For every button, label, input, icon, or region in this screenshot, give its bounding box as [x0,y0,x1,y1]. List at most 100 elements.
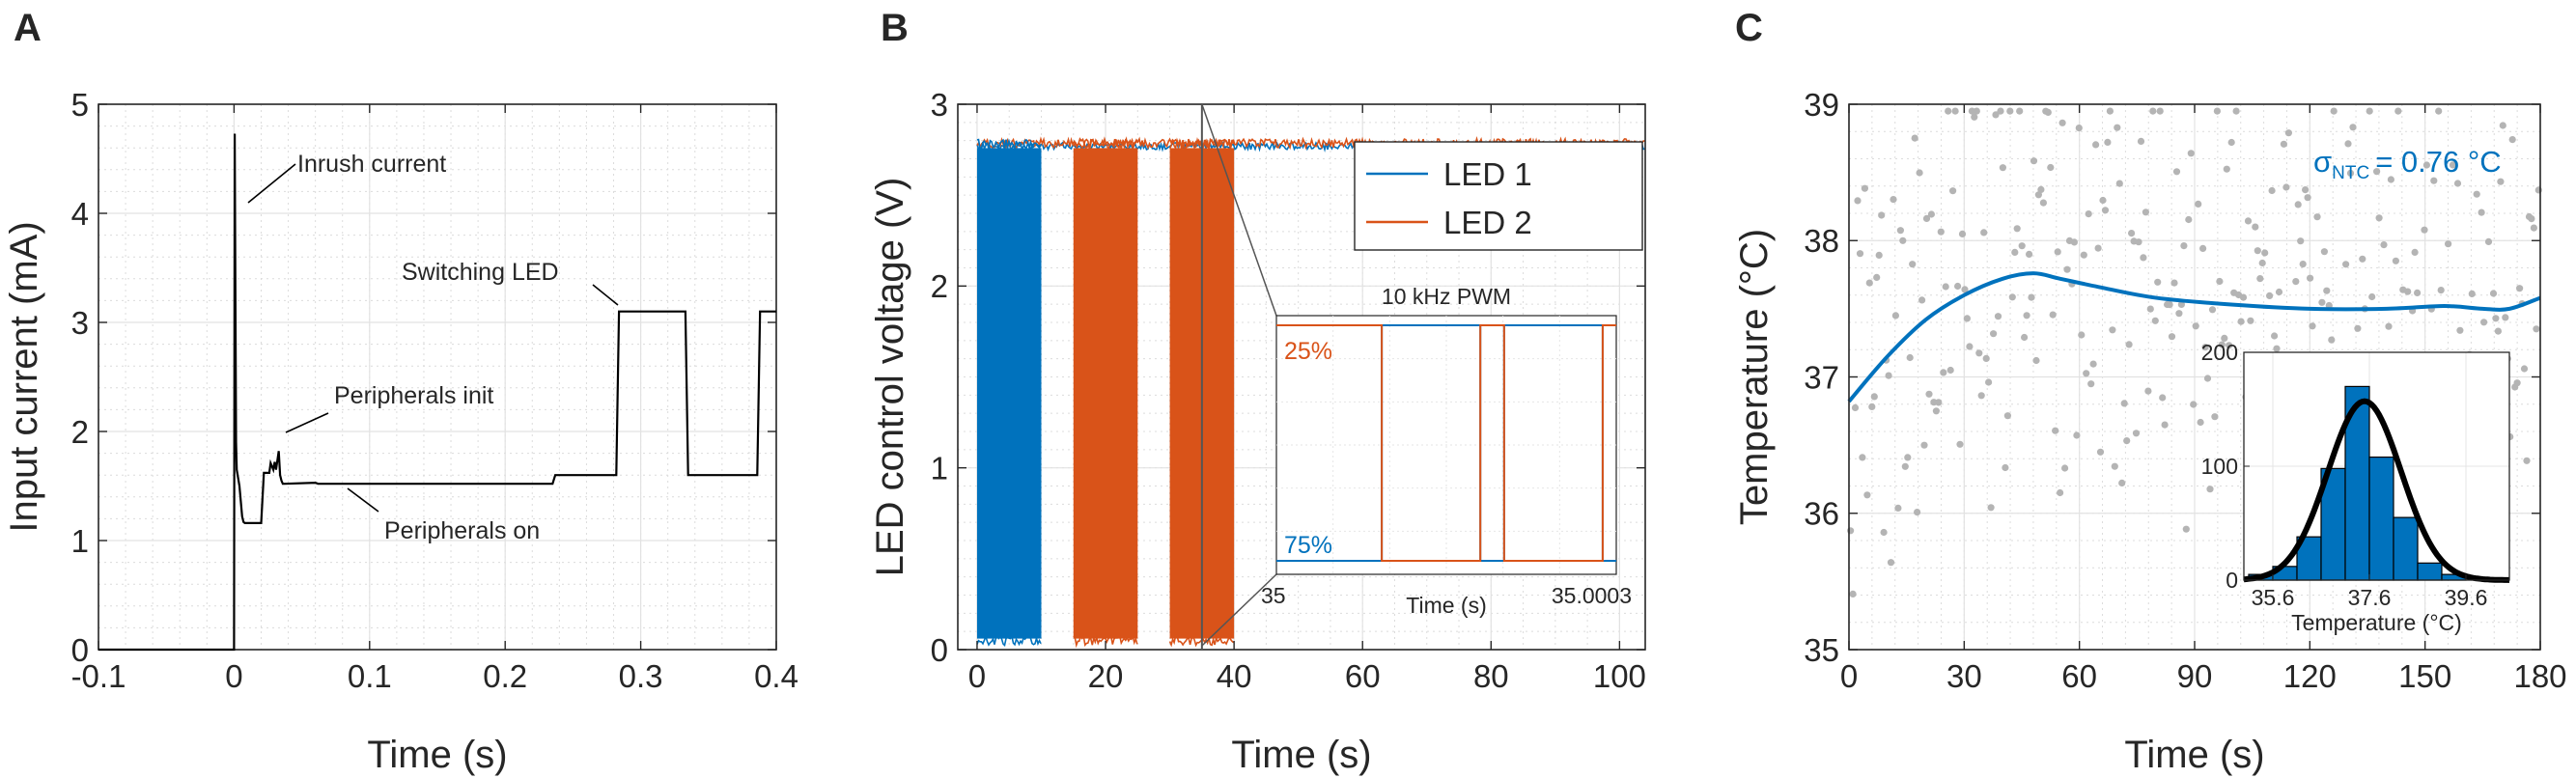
c-scatter-point [2368,292,2376,301]
c-scatter-point [1949,187,1957,195]
a-annotation-arrow [347,487,379,513]
c-scatter-point [2318,298,2326,306]
c-hist-bar [2368,456,2394,581]
c-scatter-point [2166,301,2173,309]
c-scatter-point [2123,437,2131,445]
c-y-tick-label: 37 [1804,359,1839,395]
c-scatter-point [2516,285,2524,292]
c-scatter-point [1987,504,1995,512]
c-scatter-point [1999,164,2006,172]
c-scatter-point [2058,119,2066,126]
c-scatter-point [1887,559,1895,567]
c-scatter-point [2087,380,2095,388]
b-x-tick-label: 60 [1345,658,1381,694]
b-x-tick-label: 80 [1473,658,1509,694]
c-scatter-point [1935,399,1943,406]
b-axes-frame [957,103,1646,651]
c-scatter-point [2528,215,2535,223]
c-scatter-point [2271,332,2279,340]
b-inset-x-tick-label: 35.0003 [1552,583,1632,608]
c-scatter-point [2221,334,2228,342]
c-scatter-point [2159,394,2167,402]
c-scatter-point [2344,140,2352,148]
c-scatter-point [2106,107,2114,115]
a-y-axis-title: Input current (mA) [3,221,45,532]
panel-label-c: C [1735,7,1763,49]
c-scatter-point [2282,183,2290,191]
c-scatter-point [2284,129,2292,137]
c-scatter-point [2044,108,2052,116]
c-sigma-value: = 0.76 °C [2375,145,2501,179]
c-scatter-point [1958,230,1967,237]
c-scatter-point [1896,227,1904,235]
c-scatter-point [2323,287,2331,294]
c-scatter-point [2273,345,2281,352]
c-scatter-point [2330,107,2338,115]
c-scatter-point [2502,314,2509,321]
c-scatter-point [2057,488,2064,497]
a-x-tick-label: -0.1 [71,658,126,694]
c-hist-x-tick-label: 39.6 [2445,585,2488,610]
c-scatter-point [1894,504,1902,513]
b-led1-pwm-burst-0-top-edge [976,138,1042,153]
c-scatter-point [2456,326,2464,334]
c-scatter-point [1851,403,1860,411]
panel-label-b: B [881,7,909,49]
c-x-tick-label: 90 [2177,658,2213,694]
a-annotation-arrow [247,163,296,204]
b-y-axis-title: LED control voltage (V) [869,178,911,577]
c-scatter-point [2206,486,2214,493]
c-scatter-point [1901,462,1909,470]
c-scatter-point [2175,310,2183,318]
c-scatter-point [1859,454,1866,461]
b-inset-title: 10 kHz PWM [1382,284,1511,309]
a-x-axis-title: Time (s) [367,734,507,776]
b-y-tick-label: 3 [931,87,948,123]
c-scatter-point [1854,197,1862,205]
c-scatter-point [2080,251,2087,259]
c-hist-y-tick-label: 0 [2226,568,2238,593]
c-scatter-point [1863,491,1871,499]
c-scatter-point [1961,286,1969,293]
c-scatter-point [2018,242,2026,250]
c-scatter-point [2149,107,2157,115]
c-hist-y-tick-label: 200 [2201,340,2238,365]
c-scatter-point [2151,317,2159,324]
c-scatter-point [2387,176,2394,183]
b-led1-pwm-burst-0 [976,148,1042,639]
c-scatter-point [2435,107,2443,115]
c-scatter-point [2197,418,2204,427]
c-scatter-point [2473,190,2480,198]
c-scatter-point [2085,210,2092,218]
c-scatter-point [2392,257,2399,264]
c-scatter-point [1885,372,1892,379]
c-scatter-point [2016,107,2024,115]
c-scatter-point [2254,247,2261,255]
c-scatter-point [1880,528,1888,537]
c-scatter-point [1870,393,1878,401]
c-scatter-point [2304,194,2311,202]
c-scatter-point [2168,333,2176,341]
c-scatter-point [2232,107,2240,115]
c-scatter-point [2484,237,2493,245]
c-scatter-point [2008,293,2016,301]
a-y-tick-label: 1 [71,523,89,559]
c-scatter-point [1916,169,1923,177]
b-zoom-connector [1201,573,1277,647]
c-scatter-point [2089,360,2097,368]
c-scatter-point [1977,392,1985,400]
b-inset-duty-75: 75% [1284,532,1332,559]
c-scatter-point [2422,161,2430,169]
c-scatter-point [2182,525,2190,533]
c-scatter-point [1966,343,1974,350]
c-scatter-point [2154,278,2162,286]
b-x-tick-label: 100 [1593,658,1646,694]
c-scatter-point [2213,107,2221,115]
c-scatter-point [2132,430,2141,437]
b-inset-led2-trace [1276,324,1616,562]
c-scatter-point [1875,251,1883,259]
b-y-tick-label: 0 [931,632,948,668]
c-scatter-point [2261,249,2269,257]
c-scatter-point [2404,288,2412,295]
c-scatter-point [2115,180,2123,187]
